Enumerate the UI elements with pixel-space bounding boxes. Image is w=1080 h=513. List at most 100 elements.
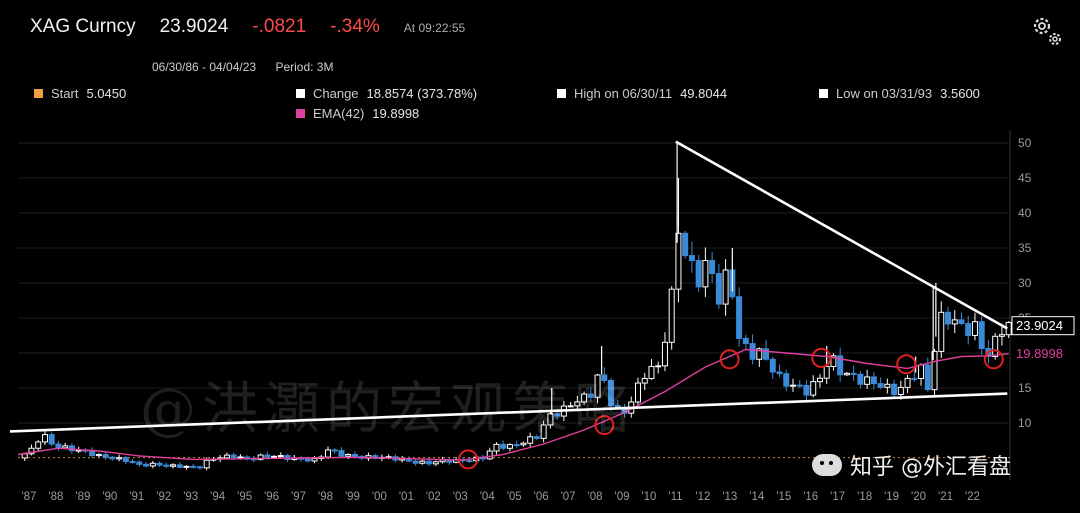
quote-time: At 09:22:55 [403, 21, 466, 35]
y-axis-ticks: 101520253035404550 [1018, 136, 1032, 430]
x-tick-label: '13 [722, 491, 737, 503]
legend-start-swatch [34, 89, 43, 98]
x-tick-label: '12 [695, 491, 710, 503]
candle-body [594, 374, 601, 398]
last-price: 23.9024 [159, 16, 229, 37]
candle-body [257, 454, 264, 460]
candle-body [783, 373, 790, 387]
x-tick-label: '88 [48, 491, 63, 503]
x-tick-label: '89 [75, 491, 90, 503]
legend-ema-label: EMA(42) [313, 106, 365, 121]
candle-body [129, 461, 136, 464]
candle-body [958, 319, 965, 325]
date-range: 06/30/86 - 04/04/23 [152, 60, 257, 74]
touch-circle [811, 347, 832, 368]
candle-body [203, 459, 210, 469]
x-tick-label: '20 [911, 491, 926, 503]
legend-start-label: Start [51, 86, 79, 101]
candle-body [109, 456, 116, 460]
legend-low-label: Low on 03/31/93 [836, 86, 933, 101]
x-tick-label: '98 [318, 491, 333, 503]
y-tick-label: 50 [1018, 136, 1032, 150]
candle-body [190, 465, 197, 468]
legend-high-value: 49.8044 [680, 86, 728, 101]
candle-body [816, 377, 823, 383]
candle-body [823, 365, 830, 379]
period-info: 06/30/86 - 04/04/23 Period: 3M [152, 60, 349, 74]
candle-body [338, 450, 345, 457]
candle-body [271, 455, 278, 458]
price-labels: 23.9024 19.8998 [1011, 316, 1075, 364]
candle-body [183, 465, 190, 468]
candle-body [891, 383, 898, 395]
y-tick-label: 30 [1018, 276, 1032, 290]
legend-ema-value: 19.8998 [372, 106, 420, 121]
candle-body [911, 377, 918, 380]
y-tick-label: 15 [1018, 381, 1032, 395]
x-tick-label: '19 [884, 491, 899, 503]
x-tick-label: '03 [453, 491, 468, 503]
ticker[interactable]: XAG Curncy [30, 16, 136, 37]
candle-body [722, 269, 729, 305]
candle-body [143, 463, 150, 467]
x-tick-label: '06 [534, 491, 549, 503]
legend-ema: EMA(42) 19.8998 [296, 106, 419, 121]
candle-body [641, 377, 648, 384]
x-tick-label: '08 [588, 491, 603, 503]
candle-body [709, 260, 716, 275]
candle-body [513, 444, 520, 447]
x-tick-label: '21 [938, 491, 953, 503]
candle-body [237, 456, 244, 459]
candle-body [412, 460, 419, 464]
candle-body [790, 384, 796, 387]
candle-body [527, 436, 534, 444]
candle-body [533, 436, 540, 439]
candle-body [500, 443, 507, 449]
y-tick-label: 40 [1018, 206, 1032, 220]
candle-body [540, 424, 547, 439]
candle-body [567, 405, 574, 408]
candle-body [311, 458, 318, 462]
candle-body [870, 376, 877, 385]
legend-ema-swatch [296, 109, 305, 118]
quote-header: XAG Curncy 23.9024 -.0821 -.34% At 09:22… [30, 16, 465, 46]
candle-body [601, 374, 608, 381]
x-tick-label: '97 [291, 491, 306, 503]
x-tick-label: '09 [615, 491, 630, 503]
candle-body [304, 458, 311, 462]
period[interactable]: Period: 3M [275, 60, 334, 74]
x-tick-label: '04 [480, 491, 496, 503]
candle-body [668, 288, 675, 343]
ema-value-tag: 19.8998 [1011, 344, 1075, 364]
candle-body [55, 443, 62, 449]
candle-body [581, 393, 588, 403]
candle-body [951, 319, 958, 325]
x-tick-label: '87 [21, 491, 36, 503]
wechat-icon [812, 454, 842, 476]
x-tick-label: '99 [345, 491, 360, 503]
x-tick-label: '18 [857, 491, 872, 503]
trend-line [9, 392, 1008, 433]
touch-circle [983, 349, 1004, 370]
candle-body [149, 462, 156, 467]
x-tick-label: '95 [237, 491, 252, 503]
legend-high: High on 06/30/11 49.8044 [557, 86, 727, 101]
candle-body [837, 355, 844, 376]
watermark-account: 知乎 @外汇看盘 [812, 449, 1011, 481]
candle-body [196, 466, 203, 469]
x-tick-label: '16 [803, 491, 818, 503]
touch-circle [594, 415, 615, 436]
x-tick-label: '22 [965, 491, 980, 503]
ema-value-tag-box [1011, 344, 1075, 364]
settings-gear-icon[interactable] [1030, 14, 1064, 48]
ema-value-tag-text: 19.8998 [1016, 346, 1063, 361]
x-tick-label: '15 [776, 491, 791, 503]
candle-body [918, 364, 925, 380]
y-tick-label: 45 [1018, 171, 1032, 185]
candle-body [176, 464, 183, 468]
x-tick-label: '02 [426, 491, 441, 503]
x-tick-label: '10 [641, 491, 656, 503]
candle-body [742, 337, 749, 345]
candle-body [95, 454, 102, 457]
